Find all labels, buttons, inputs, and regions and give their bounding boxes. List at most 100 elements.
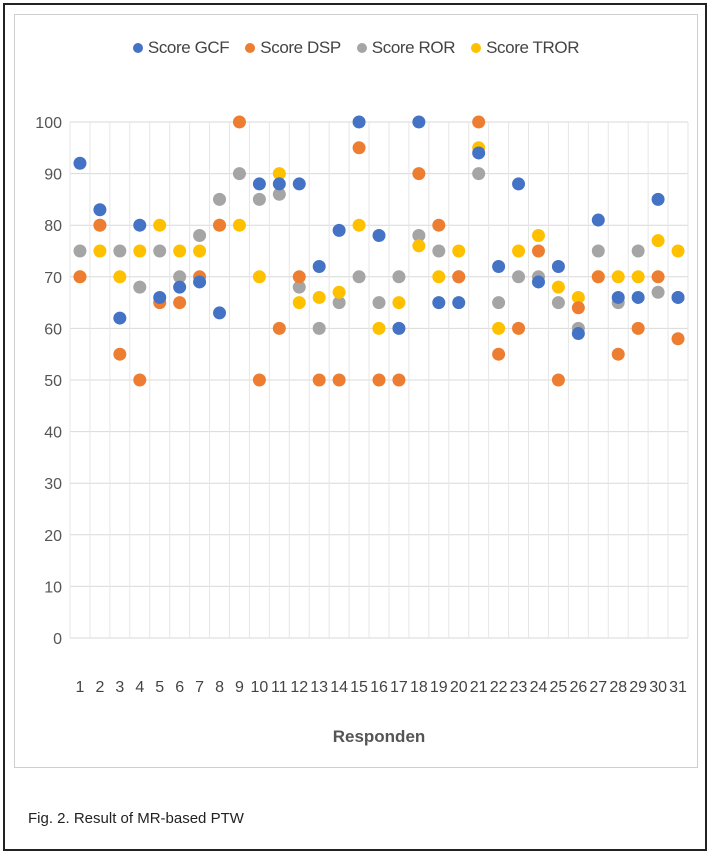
x-tick-label: 23 <box>510 679 528 696</box>
data-point-score-tror <box>232 218 246 232</box>
x-tick-label: 27 <box>589 679 607 696</box>
data-point-score-gcf <box>571 327 585 341</box>
data-point-score-gcf <box>332 223 346 237</box>
x-tick-label: 14 <box>330 679 348 696</box>
x-tick-label: 29 <box>629 679 647 696</box>
y-tick-label: 0 <box>53 631 62 648</box>
data-point-score-ror <box>551 296 565 310</box>
legend-item-ror: Score ROR <box>356 38 456 58</box>
x-tick-label: 26 <box>569 679 587 696</box>
legend-item-gcf: Score GCF <box>132 38 230 58</box>
data-point-score-ror <box>472 167 486 181</box>
x-tick-label: 10 <box>250 679 268 696</box>
data-point-score-gcf <box>452 296 466 310</box>
data-point-score-gcf <box>611 290 625 304</box>
x-tick-label: 24 <box>530 679 548 696</box>
data-point-score-ror <box>272 187 286 201</box>
data-point-score-tror <box>133 244 147 258</box>
legend-marker-ror <box>356 43 367 53</box>
data-point-score-ror <box>591 244 605 258</box>
data-point-score-dsp <box>312 373 326 387</box>
data-point-score-gcf <box>392 321 406 335</box>
data-point-score-ror <box>352 270 366 284</box>
y-tick-label: 60 <box>44 321 62 338</box>
x-axis-label: Responden <box>333 727 426 746</box>
data-point-score-gcf <box>252 177 266 191</box>
legend-item-dsp: Score DSP <box>245 38 341 58</box>
data-point-score-gcf <box>153 290 167 304</box>
data-point-score-ror <box>432 244 446 258</box>
data-point-score-tror <box>392 296 406 310</box>
data-point-score-ror <box>372 296 386 310</box>
data-point-score-gcf <box>73 156 87 170</box>
data-point-score-dsp <box>412 167 426 181</box>
data-point-score-ror <box>173 270 187 284</box>
y-tick-label: 20 <box>44 528 62 545</box>
legend-label-tror: Score TROR <box>486 38 580 57</box>
data-point-score-dsp <box>492 347 506 361</box>
data-point-score-tror <box>312 290 326 304</box>
legend-label-dsp: Score DSP <box>260 38 341 57</box>
x-tick-label: 21 <box>470 679 488 696</box>
x-tick-label: 11 <box>271 679 288 696</box>
chart-area <box>14 14 698 768</box>
x-tick-label: 16 <box>370 679 388 696</box>
data-point-score-ror <box>153 244 167 258</box>
data-point-score-gcf <box>531 275 545 289</box>
data-point-score-tror <box>551 280 565 294</box>
y-tick-label: 40 <box>44 425 62 442</box>
y-tick-label: 10 <box>44 579 62 596</box>
chart-legend: Score GCF Score DSP Score ROR Score TROR <box>0 38 712 58</box>
data-point-score-dsp <box>73 270 87 284</box>
x-tick-label: 12 <box>290 679 308 696</box>
data-point-score-dsp <box>392 373 406 387</box>
data-point-score-dsp <box>352 141 366 155</box>
data-point-score-tror <box>93 244 107 258</box>
data-point-score-ror <box>392 270 406 284</box>
legend-label-ror: Score ROR <box>371 38 456 57</box>
data-point-score-tror <box>292 296 306 310</box>
data-point-score-tror <box>332 285 346 299</box>
x-tick-label: 1 <box>76 679 85 696</box>
data-point-score-tror <box>352 218 366 232</box>
data-point-score-dsp <box>531 244 545 258</box>
y-tick-label: 80 <box>44 218 62 235</box>
data-point-score-dsp <box>332 373 346 387</box>
data-point-score-ror <box>73 244 87 258</box>
data-point-score-dsp <box>571 301 585 315</box>
data-point-score-gcf <box>93 203 107 217</box>
data-point-score-dsp <box>372 373 386 387</box>
data-point-score-gcf <box>372 229 386 243</box>
data-point-score-gcf <box>432 296 446 310</box>
data-point-score-ror <box>412 229 426 243</box>
x-tick-label: 18 <box>410 679 428 696</box>
data-point-score-gcf <box>352 115 366 129</box>
data-point-score-dsp <box>671 332 685 346</box>
data-point-score-ror <box>113 244 127 258</box>
data-point-score-gcf <box>292 177 306 191</box>
x-tick-label: 31 <box>669 679 687 696</box>
x-tick-label: 9 <box>235 679 244 696</box>
data-point-score-dsp <box>232 115 246 129</box>
x-tick-label: 22 <box>490 679 508 696</box>
data-point-score-dsp <box>472 115 486 129</box>
data-point-score-tror <box>173 244 187 258</box>
data-point-score-tror <box>512 244 526 258</box>
data-point-score-dsp <box>591 270 605 284</box>
x-tick-label: 30 <box>649 679 667 696</box>
data-point-score-dsp <box>173 296 187 310</box>
data-point-score-dsp <box>512 321 526 335</box>
data-point-score-gcf <box>312 259 326 273</box>
data-point-score-ror <box>232 167 246 181</box>
data-point-score-gcf <box>671 290 685 304</box>
data-point-score-gcf <box>551 259 565 273</box>
data-point-score-dsp <box>651 270 665 284</box>
data-point-score-dsp <box>292 270 306 284</box>
data-point-score-ror <box>332 296 346 310</box>
data-point-score-dsp <box>432 218 446 232</box>
data-point-score-ror <box>133 280 147 294</box>
data-point-score-ror <box>631 244 645 258</box>
x-tick-label: 3 <box>115 679 124 696</box>
y-tick-label: 100 <box>35 115 62 132</box>
data-point-score-ror <box>252 192 266 206</box>
